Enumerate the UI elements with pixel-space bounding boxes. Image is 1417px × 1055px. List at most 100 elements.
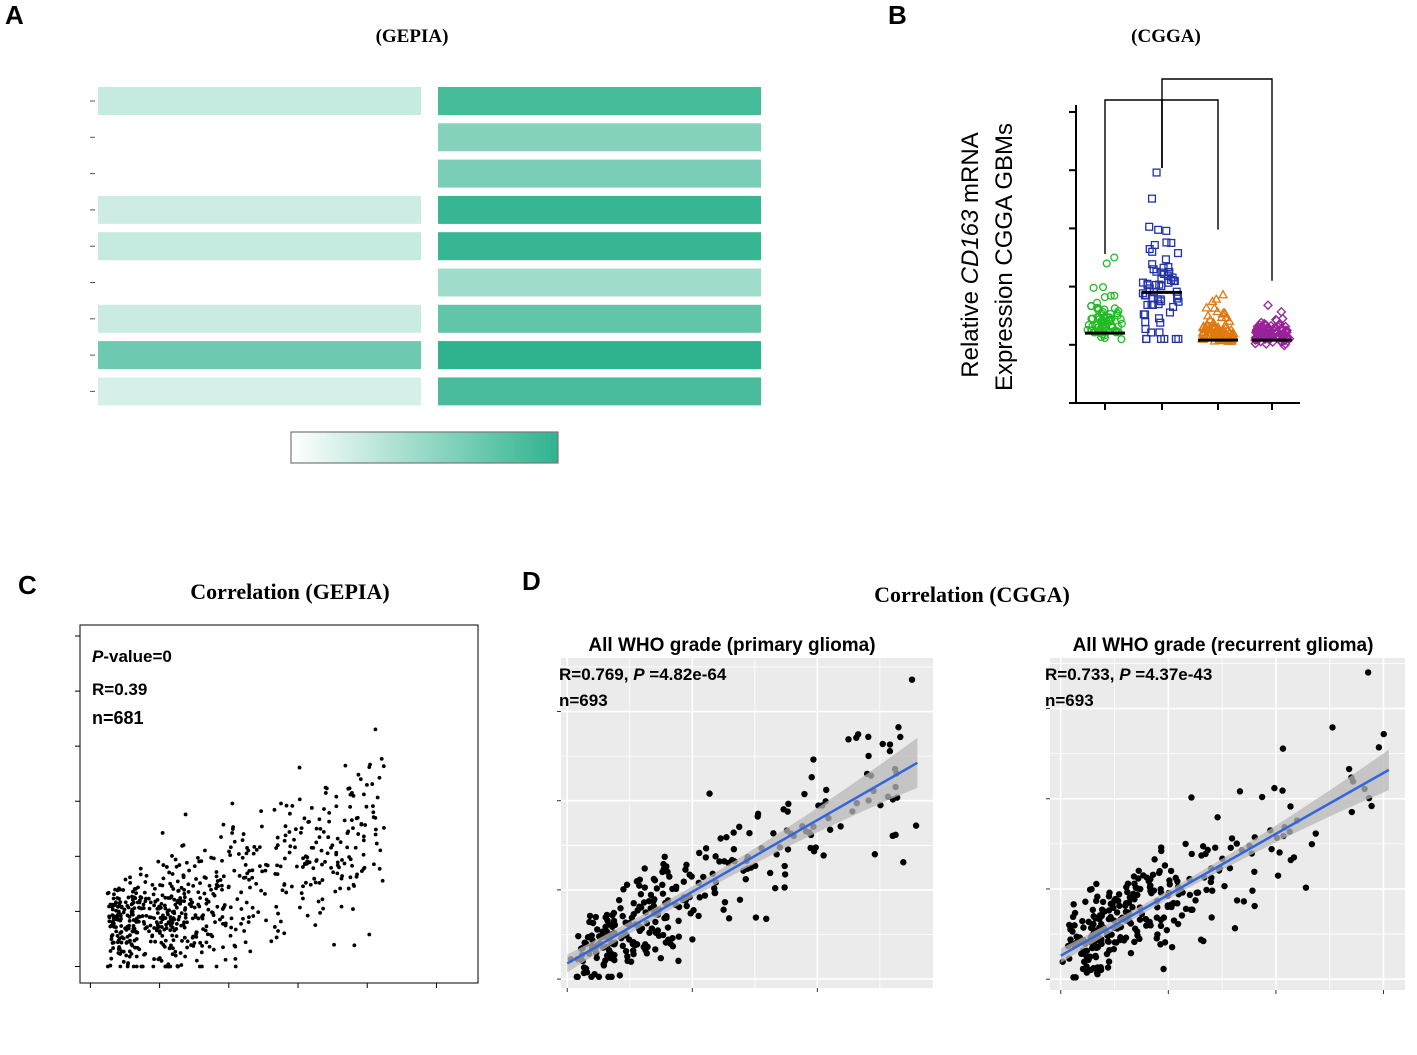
panel-c-point (170, 925, 175, 930)
panel-c-point (239, 907, 244, 911)
panel-c-point (298, 830, 303, 835)
panel-d-point (1151, 856, 1158, 863)
panel-d-point (810, 847, 818, 855)
panel-c-point (160, 831, 165, 835)
panel-c-point (169, 884, 174, 889)
panel-d-point (666, 873, 673, 880)
panel-d-point (609, 911, 616, 919)
panel-c-point (297, 765, 302, 770)
panel-c-point (232, 868, 237, 873)
panel-c-point (381, 764, 386, 769)
panel-d-point (1287, 856, 1295, 864)
panel-d-point (696, 849, 703, 857)
panel-d-point (706, 790, 713, 797)
panel-d-point (609, 923, 616, 930)
panel-b-point-ne (1226, 324, 1237, 334)
panel-b-point-ne (1220, 319, 1231, 329)
panel-d-point (1302, 884, 1310, 891)
panel-c-point (339, 876, 344, 881)
panel-c-point (204, 924, 209, 929)
panel-c-point (221, 945, 225, 950)
panel-c-point (130, 894, 134, 899)
panel-c-point (320, 878, 325, 882)
panel-c-point (194, 877, 198, 881)
panel-c-point (321, 906, 326, 911)
colorbar-bar (290, 431, 559, 464)
panel-a-letter: A (5, 0, 24, 30)
panel-d-point (575, 932, 582, 940)
panel-d-point (1212, 844, 1219, 851)
panel-d-point (895, 724, 902, 731)
panel-c-point (378, 848, 383, 853)
panel-d-point (1168, 943, 1176, 951)
panel-b-point-me (1142, 334, 1151, 344)
panel-d-point (1194, 889, 1202, 896)
heatmap-cell (438, 377, 761, 406)
panel-d-point (616, 972, 624, 979)
panel-d-point (781, 871, 789, 878)
panel-c-point (243, 940, 248, 945)
panel-c-point (211, 892, 216, 896)
panel-c-point (125, 962, 130, 967)
panel-c-point (214, 870, 219, 874)
panel-c-point (347, 786, 352, 791)
panel-c-point (287, 850, 292, 855)
panel-d-point (1071, 922, 1078, 929)
panel-c-point (319, 848, 324, 853)
panel-c-point (199, 859, 204, 863)
panel-c-point (150, 933, 155, 938)
panel-c-point (138, 866, 143, 871)
panel-c-point (169, 894, 174, 899)
panel-c-r: R=0.39 (92, 680, 147, 699)
panel-b-point-ne (1220, 308, 1231, 318)
panel-d-point (1167, 867, 1175, 875)
panel-d-point (810, 756, 817, 763)
panel-c-plot (75, 624, 479, 988)
panel-c-point (323, 785, 328, 790)
panel-c-point (278, 864, 283, 869)
panel-c-point (279, 801, 283, 806)
panel-c-point (128, 938, 132, 943)
panel-b-point-me (1155, 328, 1164, 337)
panel-d-point (1240, 898, 1248, 905)
panel-c-point (161, 876, 166, 881)
panel-c-point (327, 819, 332, 824)
panel-d-point (854, 731, 862, 738)
panel-c-point (118, 918, 123, 923)
panel-c-point (166, 964, 171, 969)
panel-c-point (236, 852, 241, 856)
panel-c-point (167, 946, 172, 951)
panel-c-point (121, 949, 126, 954)
panel-c-point (235, 897, 240, 902)
panel-d-point (1122, 900, 1130, 907)
panel-d-point (770, 830, 777, 837)
panel-b-point-cl (1087, 301, 1096, 310)
panel-d-point (1251, 902, 1258, 910)
panel-d-point (1089, 906, 1097, 914)
panel-d-point (620, 886, 627, 893)
panel-c-point (105, 964, 110, 969)
panel-d-point (1111, 896, 1118, 904)
panel-c-point (282, 838, 287, 843)
panel-c-point (194, 958, 199, 963)
panel-c-point (377, 775, 382, 780)
panel-b-point-me (1148, 294, 1157, 303)
panel-c-point (160, 933, 165, 938)
panel-c-point (371, 804, 375, 809)
panel-c-point (122, 907, 127, 912)
panel-d-point (695, 912, 702, 920)
panel-c-point (155, 911, 160, 915)
heatmap-cell (438, 195, 761, 224)
panel-b-point-cl (1114, 307, 1123, 316)
panel-b-point-me (1173, 294, 1182, 303)
panel-c-point (361, 852, 366, 857)
panel-b-point-me (1162, 226, 1171, 235)
panel-c-point (352, 943, 357, 948)
panel-c-point (214, 882, 219, 887)
panel-d-point (725, 915, 733, 922)
panel-c-point (251, 914, 256, 918)
panel-b-point-pn (1277, 313, 1288, 324)
panel-d-point (721, 898, 729, 906)
panel-c-point (162, 944, 167, 949)
panel-c-point (118, 913, 123, 918)
